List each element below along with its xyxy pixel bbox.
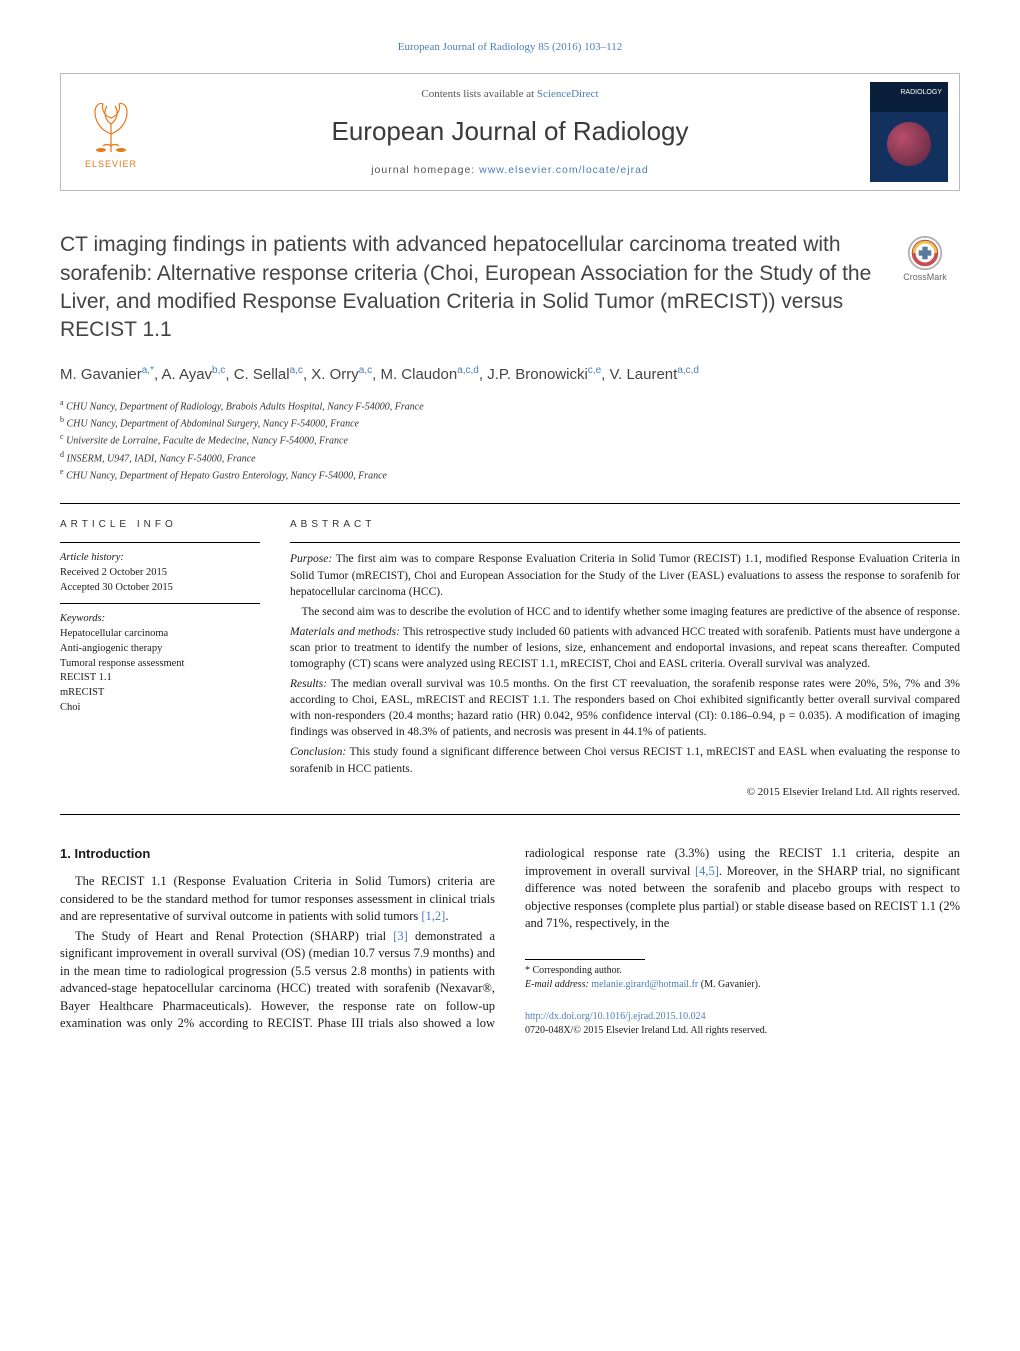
- keyword-item: Tumoral response assessment: [60, 657, 260, 672]
- article-title: CT imaging findings in patients with adv…: [60, 231, 872, 344]
- affiliation-row: e CHU Nancy, Department of Hepato Gastro…: [60, 466, 960, 483]
- abstract-copyright: © 2015 Elsevier Ireland Ltd. All rights …: [290, 785, 960, 800]
- masthead: ELSEVIER Contents lists available at Sci…: [60, 73, 960, 191]
- affiliation-row: d INSERM, U947, IADI, Nancy F-54000, Fra…: [60, 449, 960, 466]
- elsevier-tree-icon: [81, 94, 141, 154]
- email-line: E-mail address: melanie.girard@hotmail.f…: [525, 978, 960, 992]
- journal-name: European Journal of Radiology: [169, 113, 851, 149]
- keyword-item: Choi: [60, 701, 260, 716]
- abstract-heading: abstract: [290, 518, 960, 532]
- cite-1-2[interactable]: [1,2]: [421, 909, 445, 923]
- affiliations: a CHU Nancy, Department of Radiology, Br…: [60, 397, 960, 484]
- homepage-pre: journal homepage:: [371, 164, 479, 176]
- homepage-line: journal homepage: www.elsevier.com/locat…: [169, 163, 851, 178]
- keyword-item: mRECIST: [60, 686, 260, 701]
- doi-block: http://dx.doi.org/10.1016/j.ejrad.2015.1…: [525, 1010, 960, 1038]
- abstract-conclusion: Conclusion: This study found a significa…: [290, 744, 960, 776]
- history-received: Received 2 October 2015: [60, 566, 260, 581]
- results-text: The median overall survival was 10.5 mon…: [290, 678, 960, 738]
- journal-reference: European Journal of Radiology 85 (2016) …: [60, 40, 960, 55]
- conclusion-text: This study found a significant differenc…: [290, 746, 960, 774]
- keyword-item: Anti-angiogenic therapy: [60, 642, 260, 657]
- contents-pre: Contents lists available at: [421, 88, 536, 100]
- keyword-item: Hepatocellular carcinoma: [60, 627, 260, 642]
- affiliation-row: a CHU Nancy, Department of Radiology, Br…: [60, 397, 960, 414]
- elsevier-wordmark: ELSEVIER: [85, 158, 137, 171]
- rule-top: [60, 503, 960, 504]
- crossmark-label: CrossMark: [903, 271, 947, 284]
- intro-heading: 1. Introduction: [60, 845, 495, 863]
- keywords-label: Keywords:: [60, 612, 260, 627]
- affiliation-row: b CHU Nancy, Department of Abdominal Sur…: [60, 414, 960, 431]
- cover-art: [887, 122, 931, 166]
- crossmark-badge[interactable]: CrossMark: [890, 235, 960, 284]
- purpose-text-1: The first aim was to compare Response Ev…: [290, 553, 960, 597]
- publisher-logo-cell: ELSEVIER: [61, 74, 161, 190]
- keyword-item: RECIST 1.1: [60, 671, 260, 686]
- journal-cover-thumb[interactable]: RADIOLOGY: [870, 82, 948, 182]
- corr-label: * Corresponding author.: [525, 964, 960, 978]
- history-label: Article history:: [60, 551, 260, 566]
- sciencedirect-link[interactable]: ScienceDirect: [537, 88, 599, 100]
- contents-line: Contents lists available at ScienceDirec…: [169, 87, 851, 102]
- abstract-purpose: Purpose: The first aim was to compare Re…: [290, 551, 960, 599]
- intro-p1-post: .: [445, 909, 448, 923]
- abstract-results: Results: The median overall survival was…: [290, 676, 960, 740]
- abstract-purpose-2: The second aim was to describe the evolu…: [290, 604, 960, 620]
- conclusion-label: Conclusion:: [290, 746, 346, 758]
- affiliation-row: c Universite de Lorraine, Faculte de Med…: [60, 431, 960, 448]
- crossmark-icon: [907, 235, 943, 271]
- abstract-methods: Materials and methods: This retrospectiv…: [290, 624, 960, 672]
- issn-copyright: 0720-048X/© 2015 Elsevier Ireland Ltd. A…: [525, 1025, 767, 1036]
- history-accepted: Accepted 30 October 2015: [60, 581, 260, 596]
- cover-title: RADIOLOGY: [900, 88, 942, 98]
- doi-link[interactable]: http://dx.doi.org/10.1016/j.ejrad.2015.1…: [525, 1011, 706, 1022]
- rule-bottom: [60, 814, 960, 815]
- article-info-heading: article info: [60, 518, 260, 532]
- methods-label: Materials and methods:: [290, 626, 400, 638]
- corresponding-author-footer: * Corresponding author. E-mail address: …: [525, 959, 960, 992]
- homepage-link[interactable]: www.elsevier.com/locate/ejrad: [479, 164, 649, 176]
- masthead-center: Contents lists available at ScienceDirec…: [161, 74, 859, 190]
- intro-p2-pre: The Study of Heart and Renal Protection …: [75, 929, 393, 943]
- email-who: (M. Gavanier).: [701, 979, 761, 990]
- cite-4-5[interactable]: [4,5]: [695, 864, 719, 878]
- elsevier-logo[interactable]: ELSEVIER: [71, 87, 151, 177]
- purpose-label: Purpose:: [290, 553, 332, 565]
- body-two-column: 1. Introduction The RECIST 1.1 (Response…: [60, 845, 960, 1038]
- abstract-column: abstract Purpose: The first aim was to c…: [290, 518, 960, 800]
- cover-cell: RADIOLOGY: [859, 74, 959, 190]
- intro-p1: The RECIST 1.1 (Response Evaluation Crit…: [60, 873, 495, 926]
- keywords-list: Hepatocellular carcinomaAnti-angiogenic …: [60, 627, 260, 715]
- email-label: E-mail address:: [525, 979, 589, 990]
- email-link[interactable]: melanie.girard@hotmail.fr: [591, 979, 698, 990]
- authors: M. Gavaniera,*, A. Ayavb,c, C. Sellala,c…: [60, 363, 960, 387]
- cite-3[interactable]: [3]: [393, 929, 408, 943]
- article-info-column: article info Article history: Received 2…: [60, 518, 260, 800]
- results-label: Results:: [290, 678, 327, 690]
